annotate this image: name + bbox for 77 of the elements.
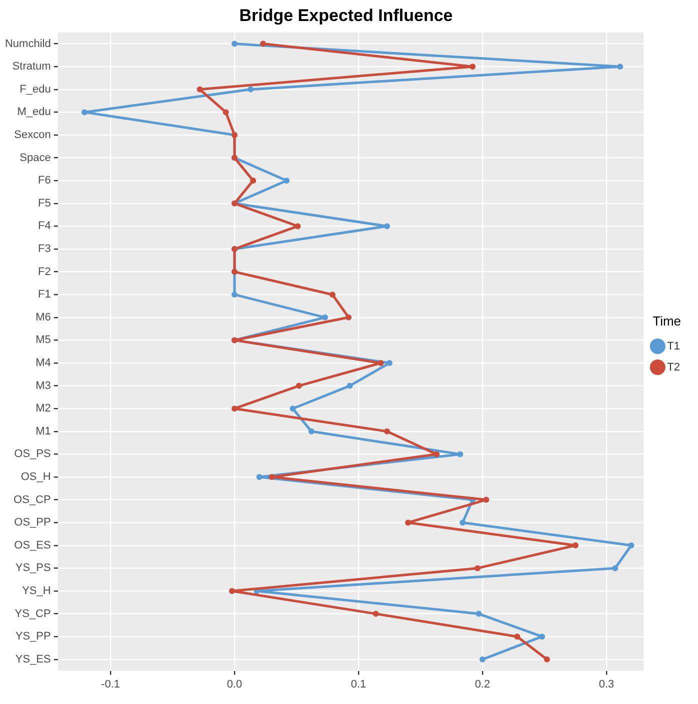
- y-tick-label: M6: [36, 311, 51, 324]
- y-tick-label: F1: [38, 288, 51, 301]
- point: [460, 520, 466, 526]
- y-tick-label: F2: [38, 266, 51, 278]
- point: [268, 474, 275, 480]
- point: [296, 382, 302, 389]
- point: [405, 520, 412, 526]
- point: [384, 223, 390, 230]
- legend-label: T1: [667, 340, 680, 352]
- point: [434, 451, 440, 458]
- y-tick-label: YS_CP: [14, 608, 51, 620]
- point: [256, 474, 262, 480]
- point: [572, 542, 578, 548]
- point: [539, 634, 545, 640]
- y-tick-label: YS_PS: [15, 562, 51, 574]
- legend-label: T2: [667, 361, 680, 374]
- point: [322, 314, 328, 320]
- x-tick-label: 0.2: [474, 678, 490, 690]
- x-tick-label: 0.0: [226, 678, 242, 690]
- point: [386, 360, 392, 366]
- point: [479, 656, 486, 662]
- y-tick-label: M1: [36, 425, 51, 438]
- point: [329, 292, 336, 298]
- point: [260, 40, 266, 47]
- point: [474, 565, 481, 572]
- point: [544, 656, 550, 662]
- x-tick-label: -0.1: [101, 678, 120, 690]
- point: [514, 634, 520, 640]
- legend-title: Time: [652, 313, 682, 328]
- point: [222, 109, 229, 116]
- x-tick-label: 0.1: [350, 678, 366, 690]
- point: [290, 406, 296, 412]
- y-tick-label: M3: [36, 380, 51, 392]
- y-tick-label: F_edu: [20, 83, 51, 96]
- point: [457, 451, 464, 458]
- point: [384, 428, 390, 434]
- y-tick-label: Space: [20, 152, 51, 164]
- x-tick-label: 0.3: [598, 678, 614, 690]
- point: [82, 109, 88, 116]
- y-tick-label: Numchild: [4, 38, 51, 50]
- y-tick-label: F3: [38, 243, 51, 256]
- y-tick-label: OS_ES: [14, 539, 51, 552]
- y-tick-label: M_edu: [17, 106, 51, 118]
- y-tick-label: F5: [38, 197, 51, 210]
- y-tick-label: YS_ES: [15, 653, 51, 666]
- point: [628, 542, 634, 548]
- point: [483, 496, 490, 503]
- y-tick-label: OS_H: [20, 471, 51, 484]
- point: [372, 610, 379, 617]
- y-tick-label: F6: [38, 174, 51, 187]
- point: [346, 382, 353, 389]
- y-tick-label: Stratum: [12, 60, 51, 73]
- y-tick-label: M2: [36, 402, 51, 415]
- point: [196, 86, 203, 92]
- y-tick-label: YS_PP: [15, 630, 51, 643]
- y-tick-label: OS_PS: [14, 448, 51, 460]
- point: [248, 86, 254, 92]
- chart-title: Bridge Expected Influence: [239, 6, 453, 25]
- y-tick-label: M5: [36, 334, 51, 346]
- point: [378, 360, 384, 366]
- point: [617, 64, 624, 70]
- point: [470, 64, 476, 70]
- point: [476, 610, 482, 617]
- point: [250, 178, 256, 184]
- point: [284, 178, 290, 184]
- point: [612, 565, 618, 572]
- y-tick-label: F4: [38, 220, 51, 232]
- point: [308, 428, 314, 434]
- point: [232, 40, 238, 47]
- point: [232, 292, 238, 298]
- y-tick-label: OS_PP: [14, 516, 51, 529]
- point: [232, 406, 238, 412]
- point: [346, 314, 352, 320]
- y-tick-label: Sexcon: [14, 129, 51, 142]
- y-tick-label: OS_CP: [14, 494, 51, 506]
- y-tick-label: YS_H: [22, 585, 51, 598]
- y-tick-label: M4: [36, 357, 51, 370]
